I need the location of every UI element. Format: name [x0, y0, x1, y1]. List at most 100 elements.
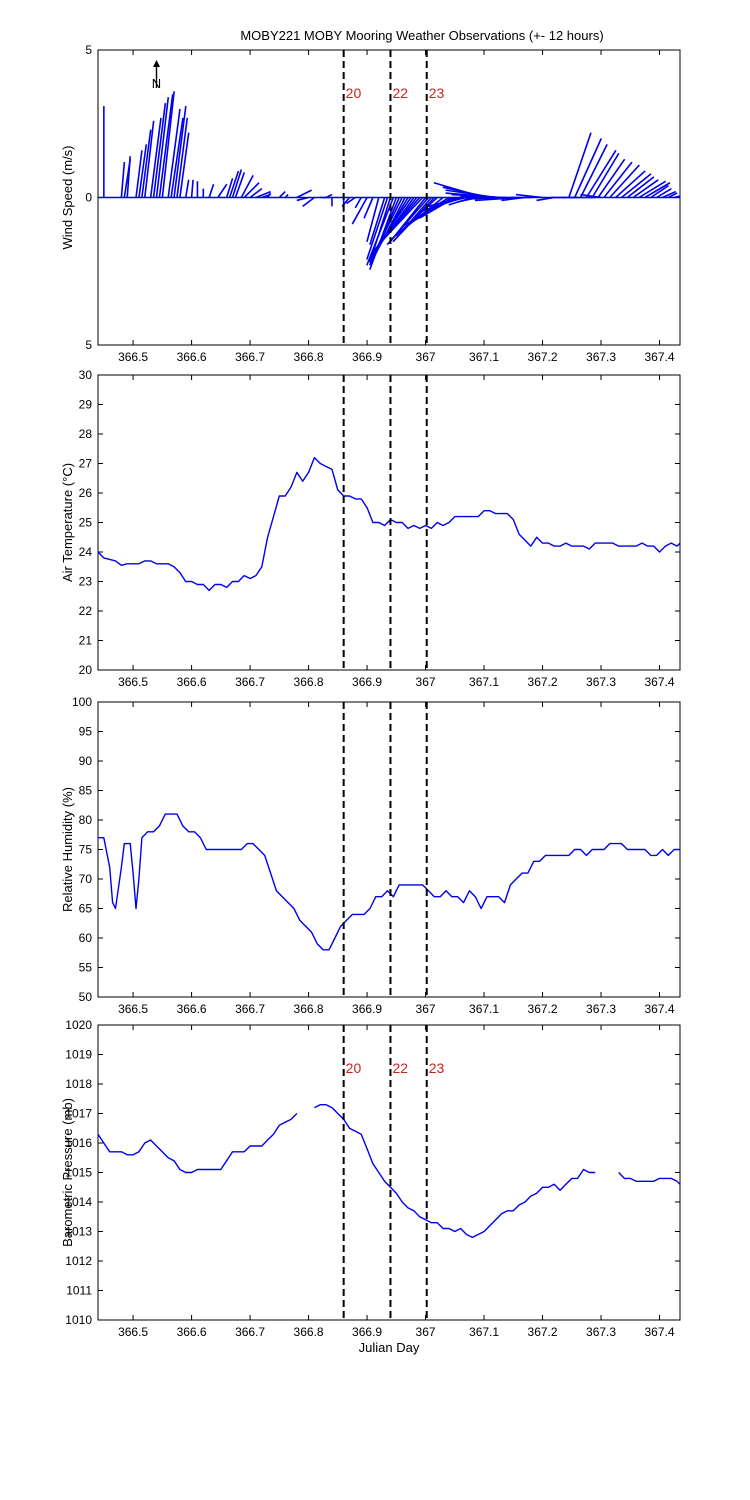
wind-vector — [366, 197, 395, 266]
x-tick-label: 367.1 — [469, 350, 499, 364]
x-tick-label: 366.9 — [352, 675, 382, 689]
wind-vector — [591, 152, 620, 198]
wind-vector — [380, 196, 424, 243]
x-tick-label: 366.8 — [294, 1325, 324, 1339]
wind-vector — [296, 189, 312, 199]
y-tick-label: 0 — [85, 191, 92, 205]
y-tick-label: 29 — [79, 398, 93, 412]
y-tick-label: 70 — [79, 872, 93, 886]
wind-vector — [120, 162, 126, 198]
wind-vector — [170, 117, 184, 198]
marker-label: 23 — [429, 85, 445, 101]
wind-vector — [662, 190, 677, 199]
wind-vector — [568, 132, 592, 198]
y-tick-label: 95 — [79, 725, 93, 739]
wind-vector — [515, 193, 543, 199]
wind-vector — [615, 170, 646, 199]
wind-vector — [354, 197, 362, 209]
wind-vector — [138, 144, 148, 198]
wind-vector — [573, 138, 602, 198]
wind-vector — [208, 183, 215, 198]
y-tick-label: 80 — [79, 813, 93, 827]
x-tick-label: 366.6 — [177, 675, 207, 689]
wind-vector — [638, 180, 667, 199]
x-tick-label: 366.8 — [294, 675, 324, 689]
marker-label: 20 — [346, 1060, 362, 1076]
y-tick-label: 26 — [79, 486, 93, 500]
y-tick-label: 1017 — [65, 1107, 92, 1121]
wind-vector — [284, 193, 289, 199]
x-tick-label: 367 — [416, 1002, 436, 1016]
wind-vector — [158, 94, 174, 198]
wind-vector — [167, 108, 181, 198]
panel-temperature: 366.5 366.6 366.7 366.8 366.9 367 367.1 367.2 36… — [60, 368, 681, 689]
y-axis-label: Wind Speed (m/s) — [60, 145, 75, 249]
wind-vector — [243, 182, 260, 199]
x-tick-label: 367.3 — [586, 350, 616, 364]
series-line — [98, 813, 680, 951]
x-tick-label: 366.7 — [235, 675, 265, 689]
wind-vector — [234, 172, 246, 198]
x-axis-label: Julian Day — [359, 1340, 420, 1355]
y-tick-label: 75 — [79, 843, 93, 857]
north-arrow-icon — [152, 60, 160, 67]
wind-vector — [155, 97, 170, 198]
x-tick-label: 367.3 — [586, 675, 616, 689]
wind-vector — [240, 174, 254, 198]
x-tick-label: 367.1 — [469, 675, 499, 689]
y-tick-label: 21 — [79, 634, 93, 648]
wind-vector — [149, 117, 162, 198]
x-tick-label: 366.7 — [235, 1325, 265, 1339]
x-tick-label: 367.4 — [645, 350, 675, 364]
x-tick-label: 367.4 — [645, 675, 675, 689]
y-tick-label: 1016 — [65, 1136, 92, 1150]
x-tick-label: 367.1 — [469, 1325, 499, 1339]
wind-vector — [255, 190, 271, 199]
y-tick-label: 100 — [72, 695, 92, 709]
wind-vector — [346, 196, 356, 205]
x-tick-label: 367.2 — [528, 675, 558, 689]
x-tick-label: 367.4 — [645, 1325, 675, 1339]
y-tick-label: 55 — [79, 961, 93, 975]
north-label: N — [152, 76, 161, 91]
wind-vector — [363, 197, 374, 219]
y-tick-label: 5 — [85, 338, 92, 352]
marker-label: 22 — [392, 1060, 408, 1076]
x-tick-label: 366.7 — [235, 350, 265, 364]
x-tick-label: 366.9 — [352, 1325, 382, 1339]
wind-vector — [585, 149, 617, 198]
panel-wind: 366.5 366.6 366.7 366.8 366.9 367 367.1 367.2 36… — [60, 43, 681, 364]
wind-vector — [603, 161, 633, 198]
wind-vector — [184, 179, 190, 198]
x-tick-label: 366.5 — [118, 1325, 148, 1339]
x-tick-label: 367.2 — [528, 350, 558, 364]
y-tick-label: 1020 — [65, 1018, 92, 1032]
y-tick-label: 1010 — [65, 1313, 92, 1327]
x-tick-label: 367.2 — [528, 1002, 558, 1016]
wind-vector — [228, 170, 240, 198]
x-tick-label: 367.4 — [645, 1002, 675, 1016]
x-tick-label: 366.5 — [118, 675, 148, 689]
wind-vector — [266, 192, 272, 198]
wind-vector — [621, 173, 652, 199]
wind-vector — [278, 191, 286, 199]
wind-vector — [143, 120, 155, 198]
y-tick-label: 1019 — [65, 1048, 92, 1062]
wind-vector — [626, 176, 655, 199]
y-tick-label: 65 — [79, 902, 93, 916]
x-tick-label: 366.6 — [177, 350, 207, 364]
x-tick-label: 366.8 — [294, 350, 324, 364]
y-axis-label: Barometric Pressure (mb) — [60, 1098, 75, 1247]
y-tick-label: 1013 — [65, 1225, 92, 1239]
wind-vector — [302, 196, 315, 207]
x-tick-label: 367.1 — [469, 1002, 499, 1016]
wind-vector — [366, 197, 389, 260]
y-tick-label: 20 — [79, 663, 93, 677]
y-tick-label: 50 — [79, 990, 93, 1004]
chart-title: MOBY221 MOBY Mooring Weather Observation… — [240, 28, 603, 43]
x-tick-label: 366.9 — [352, 350, 382, 364]
y-tick-label: 1012 — [65, 1254, 92, 1268]
y-axis-label: Air Temperature (°C) — [60, 463, 75, 582]
x-tick-label: 366.5 — [118, 350, 148, 364]
